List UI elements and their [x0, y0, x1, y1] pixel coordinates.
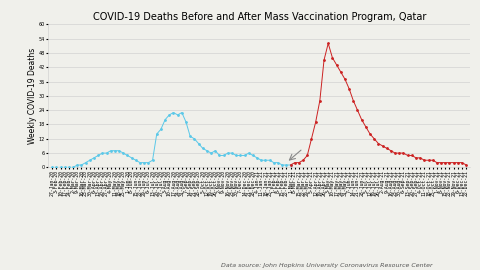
- Title: COVID-19 Deaths Before and After Mass Vaccination Program, Qatar: COVID-19 Deaths Before and After Mass Va…: [93, 12, 426, 22]
- Y-axis label: Weekly COVID-19 Deaths: Weekly COVID-19 Deaths: [28, 48, 37, 144]
- Text: Data source: John Hopkins University Coronavirus Resource Center: Data source: John Hopkins University Cor…: [221, 263, 432, 268]
